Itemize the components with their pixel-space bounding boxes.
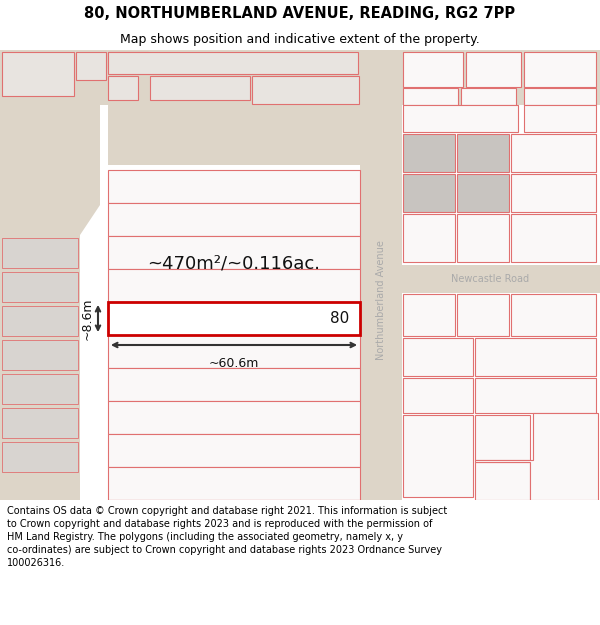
Bar (403, 294, 455, 336)
Bar (108, 467, 360, 500)
Bar (524, 88, 596, 105)
Bar (2, 442, 78, 472)
Bar (108, 269, 360, 302)
Bar (108, 368, 360, 401)
Bar (2, 52, 74, 96)
Bar (511, 294, 596, 336)
Bar (403, 338, 473, 376)
Text: Northumberland Avenue: Northumberland Avenue (376, 240, 386, 360)
Bar (108, 500, 360, 533)
Bar (0, 50, 600, 105)
Text: ~8.6m: ~8.6m (81, 298, 94, 340)
Bar (457, 294, 509, 336)
Bar (108, 236, 360, 269)
Bar (108, 302, 360, 335)
Bar (108, 302, 360, 335)
Bar (511, 174, 596, 212)
Bar (511, 214, 596, 262)
Bar (150, 76, 250, 100)
Bar (108, 52, 358, 74)
Text: Contains OS data © Crown copyright and database right 2021. This information is : Contains OS data © Crown copyright and d… (7, 506, 448, 568)
Bar (475, 378, 596, 413)
Bar (108, 434, 360, 467)
Bar (2, 408, 78, 438)
Bar (466, 52, 521, 87)
Bar (403, 134, 455, 172)
Bar (403, 174, 455, 212)
Bar (360, 105, 402, 555)
Bar (403, 415, 473, 497)
Bar (524, 105, 596, 132)
Bar (403, 214, 455, 262)
Bar (108, 170, 360, 203)
Bar (108, 105, 360, 165)
Bar (524, 52, 596, 87)
Bar (2, 272, 78, 302)
Bar (403, 105, 518, 132)
Bar (108, 76, 138, 100)
Bar (2, 238, 78, 268)
Bar (76, 52, 106, 80)
Bar (461, 88, 516, 105)
Text: 80: 80 (331, 311, 350, 326)
Text: Map shows position and indicative extent of the property.: Map shows position and indicative extent… (120, 32, 480, 46)
Bar (403, 88, 458, 105)
Bar (475, 415, 530, 460)
Bar (2, 340, 78, 370)
Bar (403, 378, 473, 413)
Bar (108, 335, 360, 368)
Bar (475, 338, 596, 376)
Bar (533, 415, 596, 460)
Bar (403, 52, 463, 87)
Bar (360, 265, 600, 293)
Bar (108, 52, 148, 68)
Bar (511, 134, 596, 172)
Bar (108, 401, 360, 434)
Polygon shape (108, 105, 360, 165)
Bar (457, 134, 509, 172)
Bar (108, 203, 360, 236)
Text: ~60.6m: ~60.6m (209, 357, 259, 370)
Polygon shape (475, 413, 598, 500)
Bar (252, 76, 359, 104)
Bar (457, 214, 509, 262)
Text: 80, NORTHUMBERLAND AVENUE, READING, RG2 7PP: 80, NORTHUMBERLAND AVENUE, READING, RG2 … (85, 6, 515, 21)
Text: Newcastle Road: Newcastle Road (451, 274, 529, 284)
Bar (457, 174, 509, 212)
Bar (2, 306, 78, 336)
Text: ~470m²/~0.116ac.: ~470m²/~0.116ac. (148, 255, 320, 273)
Polygon shape (0, 105, 100, 500)
Bar (2, 374, 78, 404)
Bar (475, 462, 530, 500)
Bar (533, 462, 596, 500)
